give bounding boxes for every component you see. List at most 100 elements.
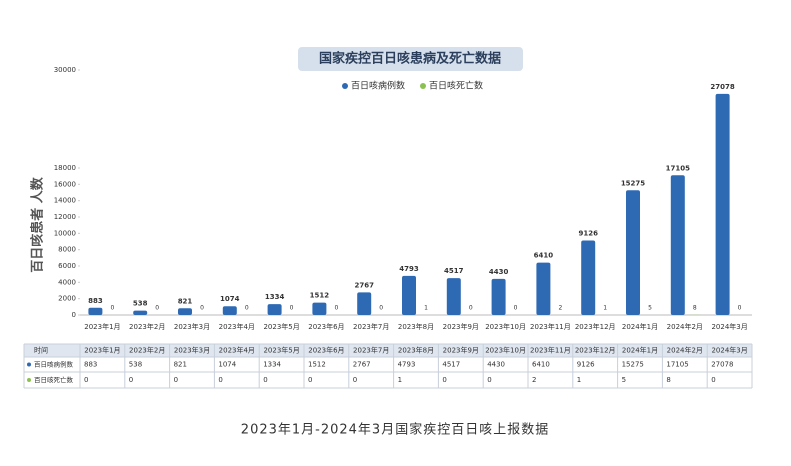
table-cell: 4517 [442, 361, 460, 369]
x-tick-label: 2023年7月 [353, 322, 389, 331]
data-label: 1074 [220, 295, 240, 303]
table-header-cell: 2023年5月 [263, 346, 299, 355]
x-tick-label: 2023年11月 [530, 322, 571, 331]
table-cell: 6410 [532, 361, 550, 369]
bar [223, 306, 237, 315]
data-label: 0 [110, 305, 114, 312]
y-axis-label: 百日咳患者 人数 [30, 176, 46, 273]
table-cell: 1 [398, 376, 402, 384]
table-cell: 15275 [622, 361, 644, 369]
y-tick-label: 8000 [58, 246, 76, 254]
x-tick-label: 2024年2月 [667, 322, 703, 331]
data-label: 1 [603, 304, 607, 311]
table-header-cell: 2023年11月 [530, 346, 571, 355]
table-cell: 1334 [263, 361, 281, 369]
table-cell: 0 [487, 376, 491, 384]
y-tick-label: 10000 [54, 229, 76, 237]
data-label: 0 [514, 305, 518, 312]
x-tick-label: 2023年9月 [443, 322, 479, 331]
table-cell: 0 [442, 376, 446, 384]
data-label: 0 [469, 305, 473, 312]
table-cell: 5 [622, 376, 626, 384]
bar [716, 94, 730, 315]
table-cell: 9126 [577, 361, 595, 369]
data-label: 0 [334, 305, 338, 312]
data-label: 4430 [489, 268, 509, 276]
table-header-cell: 2024年3月 [711, 346, 747, 355]
bar [492, 279, 506, 315]
bar [312, 303, 326, 315]
data-label: 4793 [399, 265, 419, 273]
table-header-cell: 2023年3月 [174, 346, 210, 355]
data-label: 821 [178, 297, 193, 305]
x-tick-label: 2023年12月 [575, 322, 616, 331]
table-header-cell: 2023年4月 [219, 346, 255, 355]
table-cell: 2 [532, 376, 536, 384]
table-header-cell: 2024年1月 [622, 346, 658, 355]
table-cell: 8 [666, 376, 670, 384]
y-tick-label: 14000 [54, 197, 76, 205]
data-label: 0 [290, 305, 294, 312]
table-header: 时间 [34, 346, 48, 355]
x-tick-label: 2023年2月 [129, 322, 165, 331]
data-label: 1 [424, 304, 428, 311]
table-header-cell: 2023年1月 [84, 346, 120, 355]
x-tick-label: 2023年4月 [219, 322, 255, 331]
table-cell: 883 [84, 361, 97, 369]
data-label: 15275 [621, 179, 645, 187]
data-label: 1334 [265, 293, 285, 301]
bar [133, 311, 147, 315]
table-cell: 0 [84, 376, 88, 384]
x-tick-label: 2023年6月 [308, 322, 344, 331]
chart-title: 国家疾控百日咳患病及死亡数据 [319, 51, 501, 67]
data-label: 0 [155, 305, 159, 312]
data-label: 9126 [578, 229, 598, 237]
caption: 2023年1月-2024年3月国家疾控百日咳上报数据 [241, 422, 549, 438]
table-cell: 0 [263, 376, 267, 384]
legend-label: 百日咳死亡数 [429, 80, 483, 92]
bar [402, 276, 416, 315]
table-header-cell: 2023年12月 [575, 346, 616, 355]
table-cell: 821 [174, 361, 187, 369]
table-cell: 4793 [398, 361, 416, 369]
table-header-cell: 2023年7月 [353, 346, 389, 355]
y-tick-label: 6000 [58, 262, 76, 270]
data-label: 0 [200, 305, 204, 312]
y-tick-label: 4000 [58, 278, 76, 286]
x-tick-label: 2024年3月 [711, 322, 747, 331]
data-label: 2 [558, 304, 562, 311]
bar [357, 292, 371, 315]
y-tick-label: 16000 [54, 180, 76, 188]
table-cell: 4430 [487, 361, 505, 369]
data-label: 4517 [444, 267, 464, 275]
legend-marker [342, 83, 348, 89]
table-row-label: 百日咳病例数 [34, 360, 74, 369]
data-label: 0 [379, 305, 383, 312]
y-tick-label: 0 [72, 311, 76, 319]
table-cell: 538 [129, 361, 142, 369]
table-cell: 0 [129, 376, 133, 384]
table-cell: 0 [218, 376, 222, 384]
bar [447, 278, 461, 315]
data-label: 5 [648, 304, 652, 311]
table-header-cell: 2023年9月 [443, 346, 479, 355]
table-cell: 1512 [308, 361, 326, 369]
table-cell: 1 [577, 376, 581, 384]
table-header-cell: 2023年8月 [398, 346, 434, 355]
bar [581, 240, 595, 315]
table-header-cell: 2023年6月 [308, 346, 344, 355]
data-label: 27078 [710, 83, 734, 91]
legend-marker [420, 83, 426, 89]
data-label: 8 [693, 304, 697, 311]
bar [178, 308, 192, 315]
y-tick-label: 30000 [54, 66, 76, 74]
bar [671, 175, 685, 315]
data-label: 2767 [354, 281, 374, 289]
table-cell: 17105 [666, 361, 688, 369]
table-cell: 0 [308, 376, 312, 384]
x-tick-label: 2023年5月 [263, 322, 299, 331]
x-tick-label: 2023年8月 [398, 322, 434, 331]
x-tick-label: 2023年10月 [485, 322, 526, 331]
x-tick-label: 2024年1月 [622, 322, 658, 331]
